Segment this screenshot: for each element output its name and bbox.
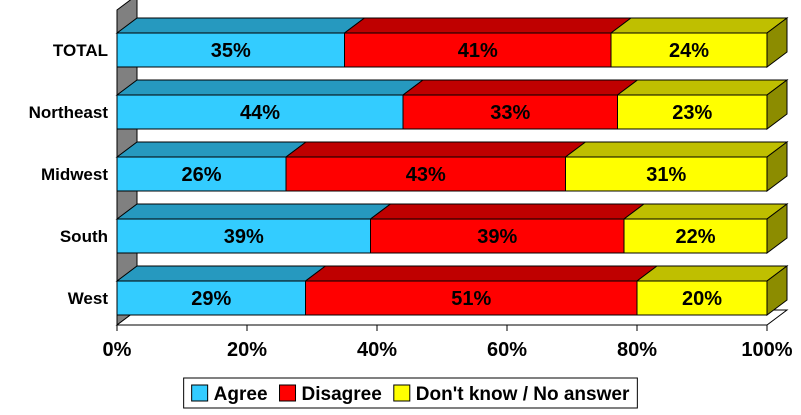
data-label: 43% [406, 164, 446, 186]
data-label: 23% [672, 102, 712, 124]
data-label: 31% [646, 164, 686, 186]
x-tick-label: 40% [357, 339, 397, 361]
data-label: 51% [451, 288, 491, 310]
chart-bars: 35% 41% 24% 44% 33% 23% 26% 43% 31% 39% 39% 22% 29% 5… [115, 17, 789, 316]
bar-segment-agree: 26% [115, 141, 308, 192]
legend-swatch [393, 384, 411, 402]
category-label-midwest: Midwest [41, 165, 108, 184]
bar-segment-agree: 35% [115, 17, 366, 68]
chart-legend: Agree Disagree Don't know / No answer [183, 377, 638, 409]
bar-segment-agree: 44% [115, 79, 425, 130]
bar-segment-don-t-know-no-answer: 24% [609, 17, 789, 68]
data-label: 20% [682, 288, 722, 310]
data-label: 44% [240, 102, 280, 124]
legend-swatch [191, 384, 209, 402]
bar-segment-don-t-know-no-answer: 22% [622, 203, 789, 254]
data-label: 33% [490, 102, 530, 124]
bar-segment-agree: 29% [115, 265, 327, 316]
category-label-total: TOTAL [53, 41, 108, 60]
legend-label: Don't know / No answer [416, 384, 630, 405]
bar-segment-don-t-know-no-answer: 23% [616, 79, 789, 130]
bar-segment-disagree: 43% [284, 141, 587, 192]
bar-segment-disagree: 41% [343, 17, 633, 68]
category-label-west: West [68, 289, 109, 308]
x-tick-label: 0% [103, 339, 132, 361]
bar-row-total: 35% 41% 24% [115, 17, 789, 68]
bar-segment-disagree: 39% [369, 203, 646, 254]
category-labels: TOTAL Northeast Midwest South West [29, 41, 109, 308]
bar-segment-agree: 39% [115, 203, 392, 254]
x-tick-label: 80% [617, 339, 657, 361]
bar-segment-disagree: 33% [401, 79, 639, 130]
bar-row-south: 39% 39% 22% [115, 203, 789, 254]
category-label-northeast: Northeast [29, 103, 109, 122]
data-label: 26% [181, 164, 221, 186]
bar-row-northeast: 44% 33% 23% [115, 79, 789, 130]
bar-segment-disagree: 51% [304, 265, 659, 316]
bar-row-midwest: 26% 43% 31% [115, 141, 789, 192]
category-label-south: South [60, 227, 108, 246]
legend-label: Agree [214, 384, 268, 405]
legend-item-don-t-know-no-answer: Don't know / No answer [393, 384, 630, 405]
x-tick-label: 60% [487, 339, 527, 361]
data-label: 39% [477, 226, 517, 248]
bar-row-west: 29% 51% 20% [115, 265, 789, 316]
data-label: 22% [675, 226, 715, 248]
legend-swatch [279, 384, 297, 402]
legend-box [183, 377, 638, 409]
legend-item-agree: Agree [191, 384, 268, 405]
legend-label: Disagree [302, 384, 382, 405]
bar-segment-don-t-know-no-answer: 20% [635, 265, 789, 316]
x-tick-labels: 0% 20% 40% 60% 80% 100% [103, 339, 793, 361]
data-label: 35% [211, 40, 251, 62]
legend-item-disagree: Disagree [279, 384, 382, 405]
data-label: 24% [669, 40, 709, 62]
data-label: 29% [191, 288, 231, 310]
bar-segment-don-t-know-no-answer: 31% [564, 141, 789, 192]
x-tick-label: 100% [741, 339, 792, 361]
x-tick-label: 20% [227, 339, 267, 361]
data-label: 41% [458, 40, 498, 62]
data-label: 39% [224, 226, 264, 248]
